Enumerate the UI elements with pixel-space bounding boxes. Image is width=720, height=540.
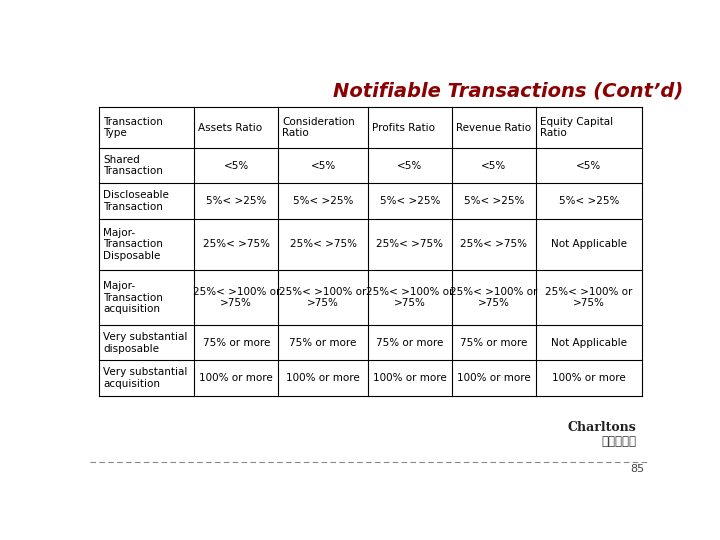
- Text: Very substantial
acquisition: Very substantial acquisition: [103, 367, 187, 389]
- Text: 25%< >100% or
>75%: 25%< >100% or >75%: [192, 287, 280, 308]
- Text: 25%< >75%: 25%< >75%: [203, 239, 270, 249]
- Text: 易周律师行: 易周律师行: [601, 435, 636, 448]
- Text: 25%< >100% or
>75%: 25%< >100% or >75%: [366, 287, 454, 308]
- Text: Major-
Transaction
acquisition: Major- Transaction acquisition: [103, 281, 163, 314]
- Text: Discloseable
Transaction: Discloseable Transaction: [103, 190, 169, 212]
- Text: Notifiable Transactions (Cont’d): Notifiable Transactions (Cont’d): [333, 82, 683, 101]
- Text: 75% or more: 75% or more: [202, 338, 270, 348]
- Text: 100% or more: 100% or more: [457, 373, 531, 383]
- Text: 25%< >75%: 25%< >75%: [461, 239, 528, 249]
- Text: 25%< >75%: 25%< >75%: [289, 239, 356, 249]
- Text: Major-
Transaction
Disposable: Major- Transaction Disposable: [103, 228, 163, 261]
- Text: Assets Ratio: Assets Ratio: [198, 123, 262, 132]
- Text: 85: 85: [630, 464, 644, 475]
- Text: 100% or more: 100% or more: [287, 373, 360, 383]
- Text: 5%< >25%: 5%< >25%: [559, 196, 619, 206]
- Text: 25%< >100% or
>75%: 25%< >100% or >75%: [450, 287, 538, 308]
- Text: Very substantial
disposable: Very substantial disposable: [103, 332, 187, 354]
- Text: Not Applicable: Not Applicable: [551, 239, 627, 249]
- Text: 25%< >100% or
>75%: 25%< >100% or >75%: [279, 287, 366, 308]
- Text: <5%: <5%: [576, 160, 601, 171]
- Text: 25%< >100% or
>75%: 25%< >100% or >75%: [545, 287, 633, 308]
- Text: 75% or more: 75% or more: [289, 338, 357, 348]
- Text: 25%< >75%: 25%< >75%: [377, 239, 444, 249]
- Text: 5%< >25%: 5%< >25%: [379, 196, 440, 206]
- Text: Revenue Ratio: Revenue Ratio: [456, 123, 531, 132]
- Text: <5%: <5%: [482, 160, 507, 171]
- Text: Not Applicable: Not Applicable: [551, 338, 627, 348]
- Text: 5%< >25%: 5%< >25%: [206, 196, 266, 206]
- Text: 75% or more: 75% or more: [460, 338, 528, 348]
- Text: Consideration
Ratio: Consideration Ratio: [282, 117, 355, 138]
- Text: 100% or more: 100% or more: [373, 373, 446, 383]
- Text: Equity Capital
Ratio: Equity Capital Ratio: [540, 117, 613, 138]
- Text: <5%: <5%: [397, 160, 423, 171]
- Text: <5%: <5%: [310, 160, 336, 171]
- Text: 5%< >25%: 5%< >25%: [464, 196, 524, 206]
- Text: 75% or more: 75% or more: [376, 338, 444, 348]
- Text: Charltons: Charltons: [567, 421, 636, 434]
- Text: Transaction
Type: Transaction Type: [103, 117, 163, 138]
- Text: 5%< >25%: 5%< >25%: [293, 196, 354, 206]
- Text: Shared
Transaction: Shared Transaction: [103, 155, 163, 177]
- Text: Profits Ratio: Profits Ratio: [372, 123, 435, 132]
- Text: <5%: <5%: [224, 160, 249, 171]
- Text: 100% or more: 100% or more: [199, 373, 273, 383]
- Text: 100% or more: 100% or more: [552, 373, 626, 383]
